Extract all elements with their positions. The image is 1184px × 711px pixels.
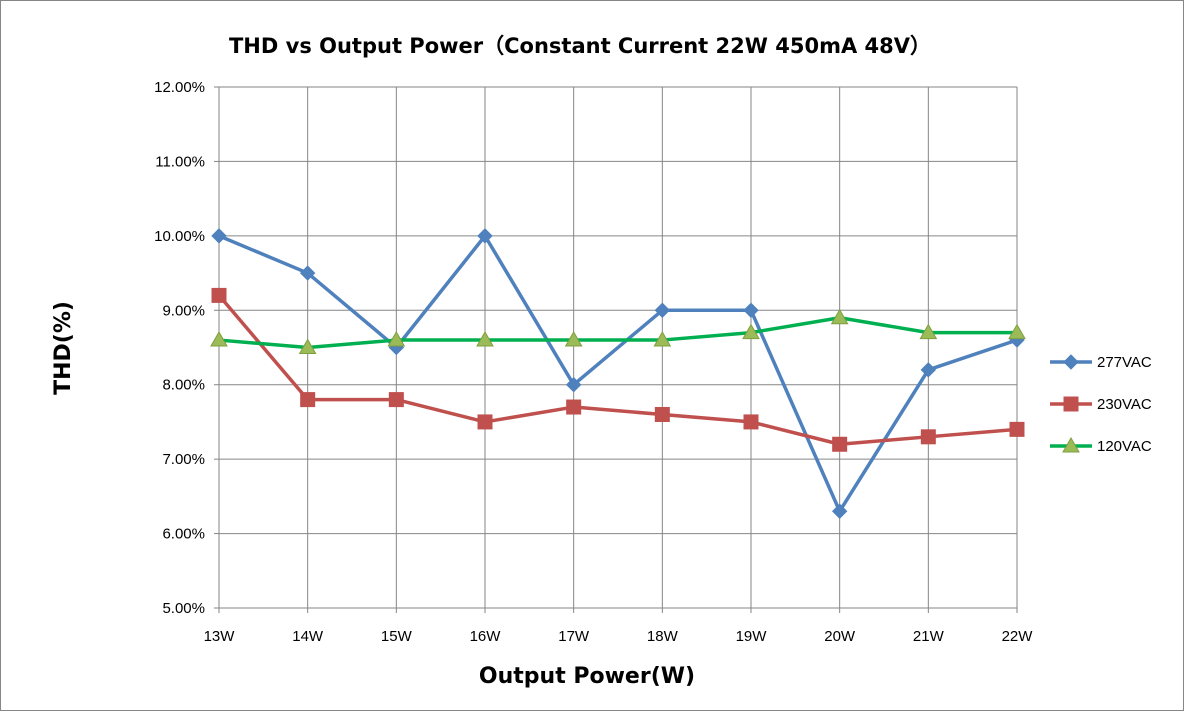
x-tick-label: 17W: [558, 628, 590, 645]
data-point-120vac: [830, 308, 849, 325]
data-point-230vac: [566, 399, 582, 415]
y-tick-label: 5.00%: [162, 600, 205, 617]
plot-area: 5.00% 6.00% 7.00% 8.00% 9.00% 10.00% 11.00% 12.…: [154, 79, 1033, 645]
y-axis-title: THD(%): [51, 301, 76, 395]
x-tick-label: 20W: [824, 628, 856, 645]
data-point-230vac: [211, 287, 227, 303]
data-point-120vac: [298, 338, 317, 354]
legend-label-277vac: 277VAC: [1097, 354, 1152, 371]
legend: 277VAC 230VAC 120VAC: [1050, 354, 1152, 455]
legend-label-120vac: 120VAC: [1097, 438, 1152, 455]
y-tick-label: 10.00%: [154, 228, 205, 245]
x-axis-title: Output Power(W): [479, 664, 695, 689]
data-point-277vac: [299, 265, 316, 281]
x-tick-label: 22W: [1002, 628, 1034, 645]
y-tick-label: 12.00%: [154, 79, 205, 96]
data-point-230vac: [920, 429, 936, 445]
data-point-120vac: [742, 323, 760, 340]
chart-title: THD vs Output Power（Constant Current 22W…: [229, 34, 931, 58]
data-point-120vac: [476, 331, 494, 347]
data-point-120vac: [387, 331, 406, 347]
data-point-277vac: [743, 302, 759, 318]
data-point-230vac: [832, 436, 848, 452]
data-point-120vac: [653, 331, 672, 347]
data-point-230vac: [300, 392, 316, 408]
y-tick-label: 8.00%: [162, 377, 205, 394]
y-tick-label: 11.00%: [155, 153, 205, 170]
data-point-120vac: [1008, 323, 1026, 340]
x-tick-label: 21W: [913, 628, 945, 645]
data-point-277vac: [831, 503, 848, 519]
data-point-277vac: [211, 228, 227, 244]
data-point-277vac: [565, 377, 582, 393]
data-point-230vac: [477, 414, 493, 430]
legend-label-230vac: 230VAC: [1097, 396, 1152, 413]
data-point-277vac: [477, 228, 493, 244]
x-tick-label: 19W: [736, 628, 768, 645]
data-point-277vac: [654, 302, 671, 318]
data-point-277vac: [920, 362, 937, 378]
y-tick-label: 6.00%: [162, 526, 205, 543]
x-tick-label: 14W: [292, 628, 324, 645]
y-tick-label: 7.00%: [162, 451, 205, 468]
x-tick-label: 15W: [381, 628, 413, 645]
data-point-120vac: [210, 331, 228, 347]
series-line-120vac: [218, 315, 1017, 350]
legend-marker-277vac: [1063, 354, 1079, 370]
x-tick-label: 16W: [470, 628, 502, 645]
data-point-120vac: [919, 323, 938, 340]
x-tick-label: 13W: [204, 628, 236, 645]
data-point-230vac: [1009, 421, 1025, 437]
data-point-120vac: [564, 331, 583, 347]
y-tick-label: 9.00%: [162, 302, 205, 319]
legend-marker-120vac: [1062, 436, 1080, 453]
data-point-230vac: [743, 414, 759, 430]
data-point-230vac: [388, 392, 404, 408]
series-line-230vac: [217, 294, 1018, 447]
legend-marker-230vac: [1063, 396, 1079, 412]
x-tick-label: 18W: [647, 628, 679, 645]
data-point-230vac: [654, 406, 670, 422]
